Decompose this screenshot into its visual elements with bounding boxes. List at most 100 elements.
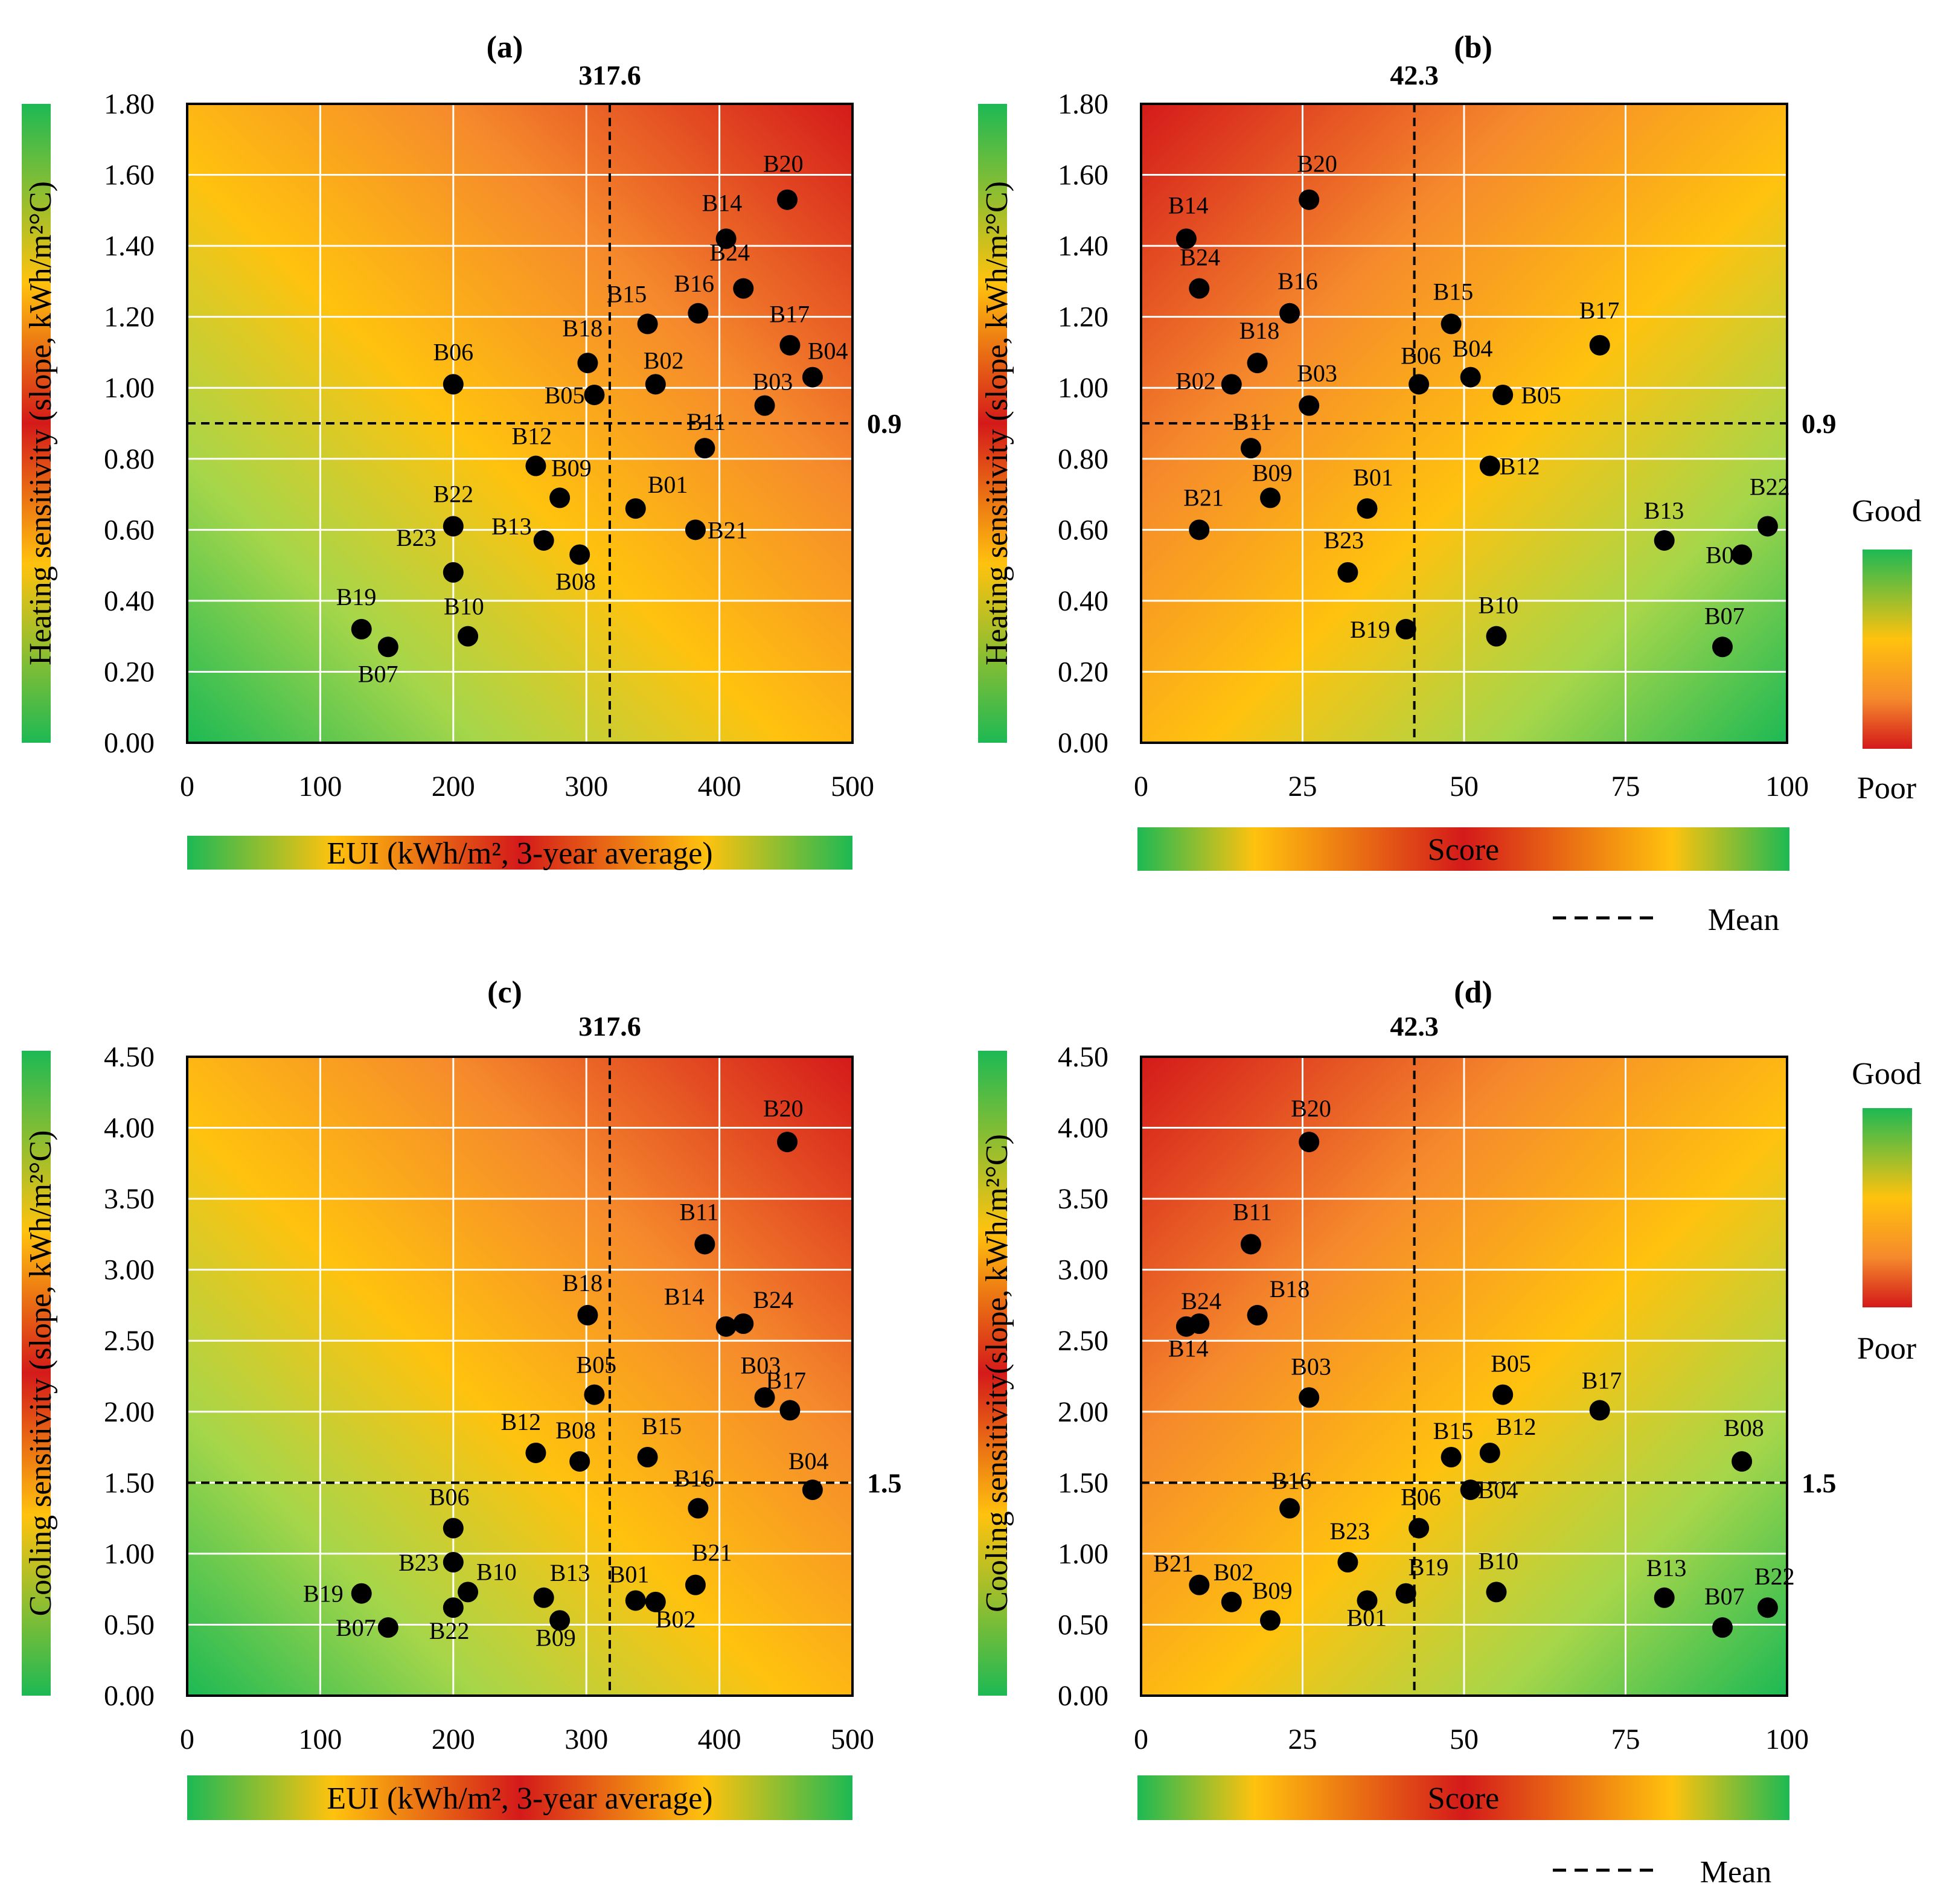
y-tick-label: 1.00	[104, 372, 155, 404]
x-tick-label: 300	[564, 771, 608, 803]
data-point-b05	[584, 1384, 605, 1405]
scatter-panel: 0 25 50 75 100 0.00 0.50 1.00 1.50 2.00 2.50 3.00 3.…	[978, 975, 1837, 1820]
data-point-b03	[754, 1387, 775, 1408]
data-point-b17	[1589, 1400, 1610, 1421]
point-label-b09: B09	[1252, 459, 1293, 486]
data-point-b03	[1299, 395, 1320, 416]
point-label-b06: B06	[433, 338, 473, 365]
x-tick-label: 200	[432, 1723, 475, 1755]
mean-legend-top: Mean	[1553, 903, 1779, 937]
data-point-b03	[754, 395, 775, 416]
point-label-b11: B11	[1233, 1198, 1272, 1225]
data-point-b02	[645, 1591, 666, 1612]
point-label-b10: B10	[444, 593, 484, 620]
y-tick-label: 0.80	[1058, 443, 1108, 475]
point-label-b09: B09	[551, 454, 592, 481]
data-point-b22	[443, 1597, 464, 1618]
data-point-b06	[443, 1518, 464, 1539]
point-label-b01: B01	[1353, 464, 1393, 491]
y-tick-label: 1.00	[1058, 1538, 1108, 1570]
data-point-b02	[1221, 374, 1242, 395]
point-label-b24: B24	[753, 1286, 793, 1313]
y-tick-label: 1.80	[104, 88, 155, 120]
point-label-b07: B07	[1704, 602, 1745, 629]
point-label-b02: B02	[1175, 367, 1216, 394]
point-label-b10: B10	[1479, 1547, 1519, 1574]
data-point-b20	[1299, 1132, 1320, 1153]
point-label-b18: B18	[562, 315, 603, 342]
point-label-b13: B13	[491, 513, 532, 540]
data-point-b08	[569, 1451, 590, 1472]
data-point-b05	[584, 384, 605, 405]
point-label-b15: B15	[607, 280, 647, 307]
y-axis-title: Heating sensitivity (slope, kWh/m²°C)	[980, 181, 1014, 665]
point-label-b20: B20	[763, 150, 804, 178]
data-point-b23	[443, 562, 464, 583]
y-tick-label: 1.60	[104, 159, 155, 191]
x-axis-title: EUI (kWh/m², 3-year average)	[327, 836, 712, 871]
data-point-b08	[569, 544, 590, 565]
y-tick-label: 0.00	[104, 727, 155, 759]
y-axis-color-bar	[22, 1051, 51, 1696]
x-tick-label: 500	[831, 1723, 874, 1755]
point-label-b10: B10	[1479, 592, 1519, 619]
point-label-b23: B23	[396, 524, 437, 551]
x-mean-value: 317.6	[578, 1011, 641, 1042]
data-point-b13	[533, 530, 554, 551]
point-label-b02: B02	[656, 1606, 696, 1633]
x-axis-title: EUI (kWh/m², 3-year average)	[327, 1781, 712, 1816]
data-point-b12	[525, 455, 546, 476]
data-point-b04	[802, 1479, 823, 1501]
point-label-b13: B13	[550, 1559, 590, 1586]
point-label-b23: B23	[1323, 527, 1364, 554]
y-tick-label: 1.50	[104, 1467, 155, 1499]
point-label-b16: B16	[1278, 268, 1318, 295]
point-label-b14: B14	[664, 1283, 705, 1310]
point-label-b21: B21	[1183, 484, 1224, 511]
data-point-b09	[549, 1610, 571, 1631]
data-point-b19	[351, 1583, 372, 1604]
data-point-b17	[1589, 335, 1610, 356]
point-label-b16: B16	[1271, 1467, 1312, 1495]
y-tick-label: 3.50	[1058, 1183, 1108, 1215]
point-label-b19: B19	[1409, 1554, 1449, 1581]
y-tick-label: 4.00	[1058, 1112, 1108, 1144]
point-label-b03: B03	[741, 1351, 781, 1379]
y-tick-label: 1.20	[104, 301, 155, 333]
point-label-b05: B05	[1491, 1350, 1531, 1377]
data-point-b18	[1247, 1304, 1268, 1325]
y-tick-label: 0.50	[1058, 1609, 1108, 1641]
data-point-b15	[1441, 1447, 1462, 1468]
plot-frame	[186, 1056, 854, 1697]
y-tick-label: 0.40	[104, 585, 155, 617]
point-label-b17: B17	[769, 301, 810, 328]
point-label-b08: B08	[555, 1417, 596, 1444]
data-point-b09	[1260, 487, 1281, 508]
point-label-b22: B22	[1750, 473, 1790, 500]
data-point-b01	[625, 498, 646, 519]
point-label-b04: B04	[1478, 1476, 1518, 1504]
x-tick-label: 75	[1611, 1723, 1640, 1755]
y-tick-label: 4.50	[1058, 1041, 1108, 1073]
x-tick-label: 0	[180, 771, 194, 803]
data-point-b04	[1460, 1479, 1481, 1501]
y-axis-title: Heating sensitivity (slope, kWh/m²°C)	[24, 181, 58, 665]
point-label-b11: B11	[679, 1198, 718, 1225]
x-tick-label: 200	[432, 771, 475, 803]
y-mean-value: 0.9	[1802, 408, 1837, 439]
point-label-b19: B19	[336, 583, 377, 611]
y-axis-color-bar	[22, 104, 51, 743]
data-point-b10	[1486, 626, 1507, 647]
scatter-panel: 0 25 50 75 100 0.00 0.20 0.40 0.60 0.80 1.00 1.20 1.…	[978, 30, 1837, 871]
point-label-b22: B22	[433, 480, 473, 507]
point-label-b16: B16	[674, 1465, 714, 1492]
y-tick-label: 4.50	[104, 1041, 155, 1073]
x-tick-label: 400	[698, 771, 741, 803]
x-axis-color-bar	[1137, 827, 1789, 871]
point-label-b03: B03	[1297, 360, 1337, 387]
panel-label: (b)	[1454, 30, 1492, 65]
panel-label: (c)	[487, 975, 522, 1010]
data-point-b06	[443, 374, 464, 395]
y-tick-label: 0.60	[104, 514, 155, 546]
